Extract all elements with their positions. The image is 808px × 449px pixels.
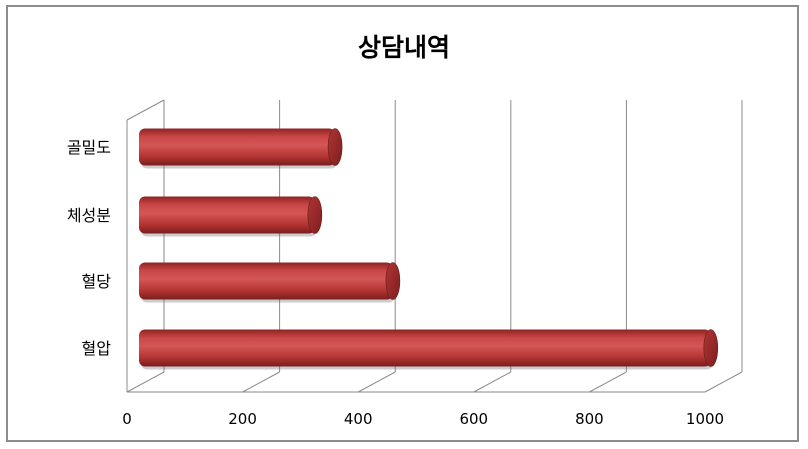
y-category-label: 골밀도: [67, 138, 111, 157]
bar: [139, 262, 401, 303]
x-tick-label: 800: [575, 410, 604, 428]
x-tick-label: 400: [344, 410, 373, 428]
left-wall-top: [126, 99, 165, 121]
x-tick-label: 1000: [686, 410, 724, 428]
chart-title: 상담내역: [357, 33, 450, 62]
bar-cap: [703, 329, 719, 367]
bar-cap: [327, 128, 343, 166]
floor-gridline: [704, 371, 743, 393]
bar: [139, 196, 323, 237]
floor-gridline: [126, 371, 165, 393]
x-tick-label: 200: [228, 410, 257, 428]
bar-cap: [307, 196, 323, 234]
y-category-label: 혈당: [82, 272, 112, 291]
bar-body: [139, 329, 711, 367]
y-category-label: 혈압: [82, 339, 112, 358]
bar-cap: [385, 262, 401, 300]
x-tick-label: 600: [459, 410, 488, 428]
floor-gridline: [473, 371, 512, 393]
x-tick-label: 0: [122, 410, 132, 428]
chart-frame: [6, 5, 799, 442]
y-category-label: 체성분: [67, 206, 111, 225]
floor-gridline: [589, 371, 627, 393]
floor-gridline: [242, 371, 280, 393]
bar: [139, 329, 719, 370]
bar-body: [139, 196, 315, 234]
bar-body: [139, 128, 336, 166]
floor-gridline: [357, 371, 396, 393]
bar: [139, 128, 343, 169]
bar-body: [139, 262, 393, 300]
